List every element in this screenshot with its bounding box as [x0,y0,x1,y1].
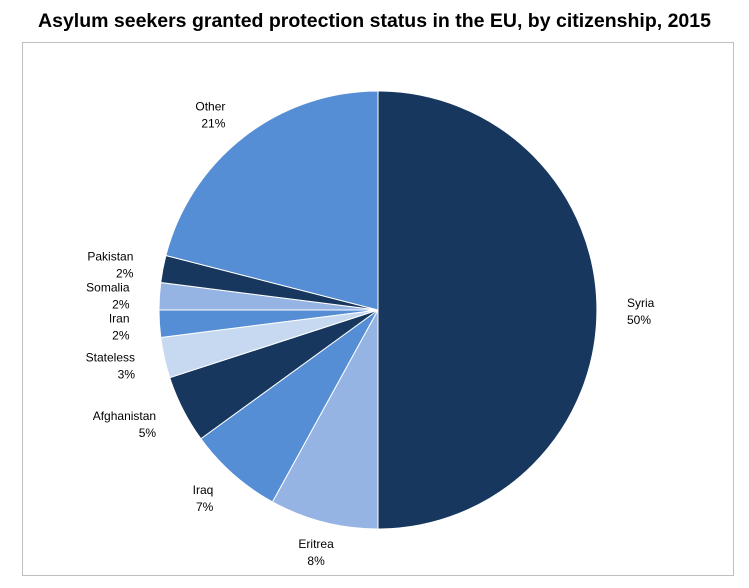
slice-label-other: Other 21% [195,99,225,130]
slice-label-somalia: Somalia 2% [86,280,130,311]
slice-label-iran: Iran 2% [109,312,130,343]
slice-label-eritrea: Eritrea 8% [298,537,334,568]
slice-label-syria: Syria 50% [627,296,655,327]
pie-slice-syria [377,90,598,530]
slice-label-iraq: Iraq 7% [193,483,214,514]
slice-label-stateless: Stateless 3% [86,350,136,381]
slice-label-pakistan: Pakistan 2% [87,249,133,280]
pie-slice-other [165,90,379,311]
slice-label-afghanistan: Afghanistan 5% [93,409,157,440]
chart-title: Asylum seekers granted protection status… [38,10,711,32]
chart-frame [22,42,734,576]
pie-slice-eritrea [271,309,379,530]
